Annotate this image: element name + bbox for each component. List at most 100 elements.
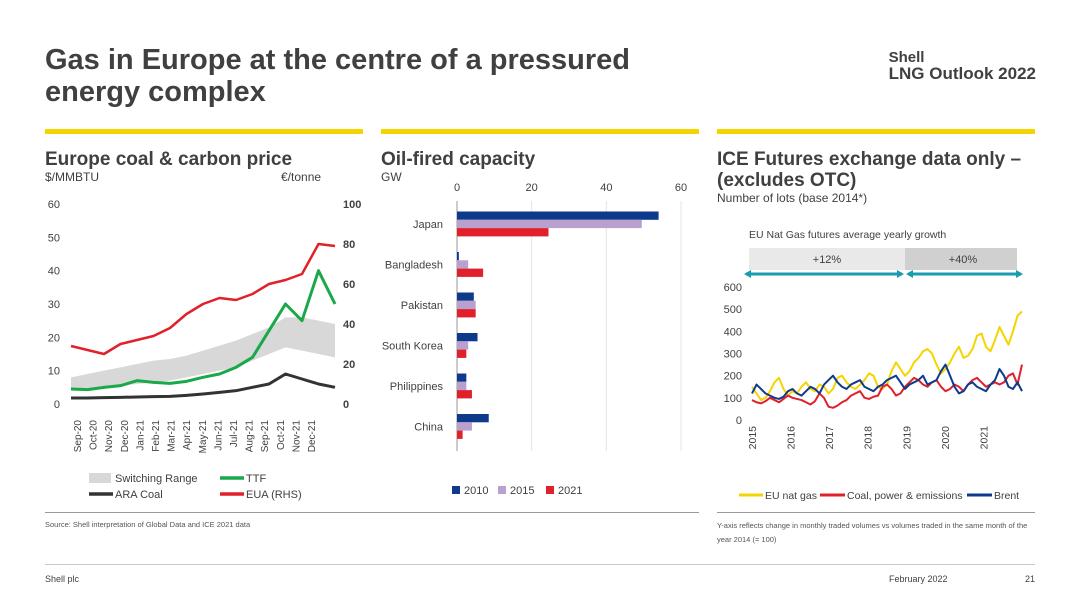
x-tick-label: Feb-21	[151, 420, 162, 452]
panel2-unit: GW	[381, 170, 402, 184]
brand-subtitle: LNG Outlook 2022	[888, 64, 1036, 83]
y-tick-label: 50	[48, 232, 60, 244]
category-label: South Korea	[382, 341, 444, 353]
legend-swatch-2010	[452, 486, 460, 494]
x-tick-label: Apr-21	[182, 420, 193, 450]
y-tick-label: 0	[54, 399, 60, 411]
x-tick-label: Oct-21	[276, 420, 287, 450]
y-tick-label: 100	[724, 393, 742, 405]
y-tick-label: 60	[48, 199, 60, 211]
x-tick-label: Jun-21	[213, 420, 224, 451]
panel1-right-unit: €/tonne	[281, 170, 322, 184]
source-divider-right	[717, 512, 1035, 513]
legend-label-brent: Brent	[994, 490, 1019, 502]
brand-logo: Shell LNG Outlook 2022	[889, 50, 1036, 83]
x-tick-label: Dec-21	[307, 420, 318, 453]
x-tick-label: 2019	[901, 426, 913, 450]
bar-2010-bangladesh	[457, 252, 459, 261]
y2-tick-label: 80	[343, 239, 355, 251]
y2-tick-label: 60	[343, 279, 355, 291]
ttf-line	[70, 269, 337, 392]
x-tick-label: 40	[600, 182, 612, 194]
eu-nat-gas-line	[751, 310, 1023, 402]
footer-page-number: 21	[1025, 574, 1036, 584]
bar-2015-philippines	[457, 381, 467, 391]
panel3-subtitle: Number of lots (base 2014*)	[717, 191, 868, 205]
y-tick-label: 600	[724, 282, 742, 294]
legend-swatch-2021	[546, 486, 554, 494]
coal-power-emissions-line	[751, 364, 1023, 409]
x-tick-label: 2018	[863, 426, 875, 450]
panel2-chart: 0 20 40 60 Japan Bangladesh Pakistan South Kore…	[382, 182, 687, 497]
bar-2010-japan	[457, 211, 659, 220]
legend-label-2021: 2021	[558, 485, 582, 497]
growth-band-left	[749, 248, 905, 270]
bar-2021-china	[457, 430, 463, 439]
x-tick-label: 2015	[747, 426, 759, 450]
page-title: Gas in Europe at the centre of a pressur…	[45, 44, 685, 108]
x-tick-label: 20	[526, 182, 538, 194]
bar-2021-south-korea	[457, 349, 467, 358]
bar-2015-japan	[457, 219, 642, 229]
page-title-line2: energy complex	[45, 76, 266, 108]
legend-label-2015: 2015	[510, 485, 534, 497]
panel2-plot: 0 20 40 60 Japan Bangladesh Pakistan South Kore…	[382, 182, 687, 451]
x-tick-label: 0	[454, 182, 460, 194]
growth-title: EU Nat Gas futures average yearly growth	[749, 229, 946, 241]
y2-tick-label: 40	[343, 319, 355, 331]
growth-arrowhead-left-start	[744, 270, 751, 278]
bar-2015-china	[457, 422, 472, 431]
panel3-title-line1: ICE Futures exchange data only –	[717, 149, 1022, 170]
x-tick-label: May-21	[198, 420, 209, 454]
legend-label-eua: EUA (RHS)	[246, 489, 302, 501]
y-tick-label: 300	[724, 349, 742, 361]
panel2-legend: 2010 2015 2021	[452, 485, 582, 497]
category-label: Pakistan	[401, 300, 443, 312]
eua-line	[70, 242, 336, 356]
legend-label-ara-coal: ARA Coal	[115, 489, 163, 501]
legend-label-ttf: TTF	[246, 473, 266, 485]
switching-range-area	[71, 317, 335, 389]
legend-swatch-switching-range	[89, 473, 111, 483]
bar-2015-pakistan	[457, 300, 476, 310]
bar-2021-bangladesh	[457, 268, 484, 277]
y-tick-label: 500	[724, 304, 742, 316]
panel1-divider	[45, 129, 363, 134]
x-tick-label: 2017	[824, 426, 836, 450]
bar-2010-china	[457, 414, 489, 423]
panel3-title-line2: (excludes OTC)	[717, 170, 857, 191]
panel1-source: Source: Shell interpretation of Global D…	[45, 520, 251, 529]
panel1-legend: Switching Range TTF ARA Coal EUA (RHS)	[89, 473, 302, 501]
y2-tick-label: 0	[343, 399, 349, 411]
growth-arrowhead-right-end	[1016, 270, 1023, 278]
panel3-plot: 0 100 200 300 400 500 600 2015 2016 2017 2018 2019 2…	[724, 282, 1023, 450]
x-tick-label: 2016	[786, 426, 798, 450]
bar-2010-south-korea	[457, 333, 478, 342]
bar-2021-philippines	[457, 390, 472, 399]
category-label: China	[414, 422, 444, 434]
footer-date: February 2022	[889, 574, 948, 584]
x-tick-label: Sep-21	[260, 420, 271, 453]
panel1-title: Europe coal & carbon price	[45, 149, 293, 170]
legend-label-2010: 2010	[464, 485, 488, 497]
source-divider-left	[45, 512, 699, 513]
y-tick-label: 400	[724, 326, 742, 338]
y-tick-label: 10	[48, 366, 60, 378]
panel3-note: Y-axis reflects change in monthly traded…	[717, 521, 1028, 544]
growth-band-right	[905, 248, 1017, 270]
panel1-left-unit: $/MMBTU	[45, 170, 99, 184]
y-tick-label: 0	[736, 415, 742, 427]
brent-line	[751, 363, 1023, 400]
x-tick-label: Jan-21	[135, 420, 146, 451]
y-tick-label: 40	[48, 266, 60, 278]
x-tick-label: 2020	[940, 426, 952, 450]
x-tick-label: Mar-21	[167, 420, 178, 452]
ara-coal-line	[71, 372, 336, 400]
bar-2010-pakistan	[457, 292, 474, 301]
footer-divider	[45, 564, 1035, 565]
x-tick-label: Jul-21	[229, 420, 240, 448]
y-tick-label: 20	[48, 332, 60, 344]
x-tick-label: Nov-21	[291, 420, 302, 453]
bar-2021-pakistan	[457, 309, 476, 318]
x-tick-label: 60	[675, 182, 687, 194]
